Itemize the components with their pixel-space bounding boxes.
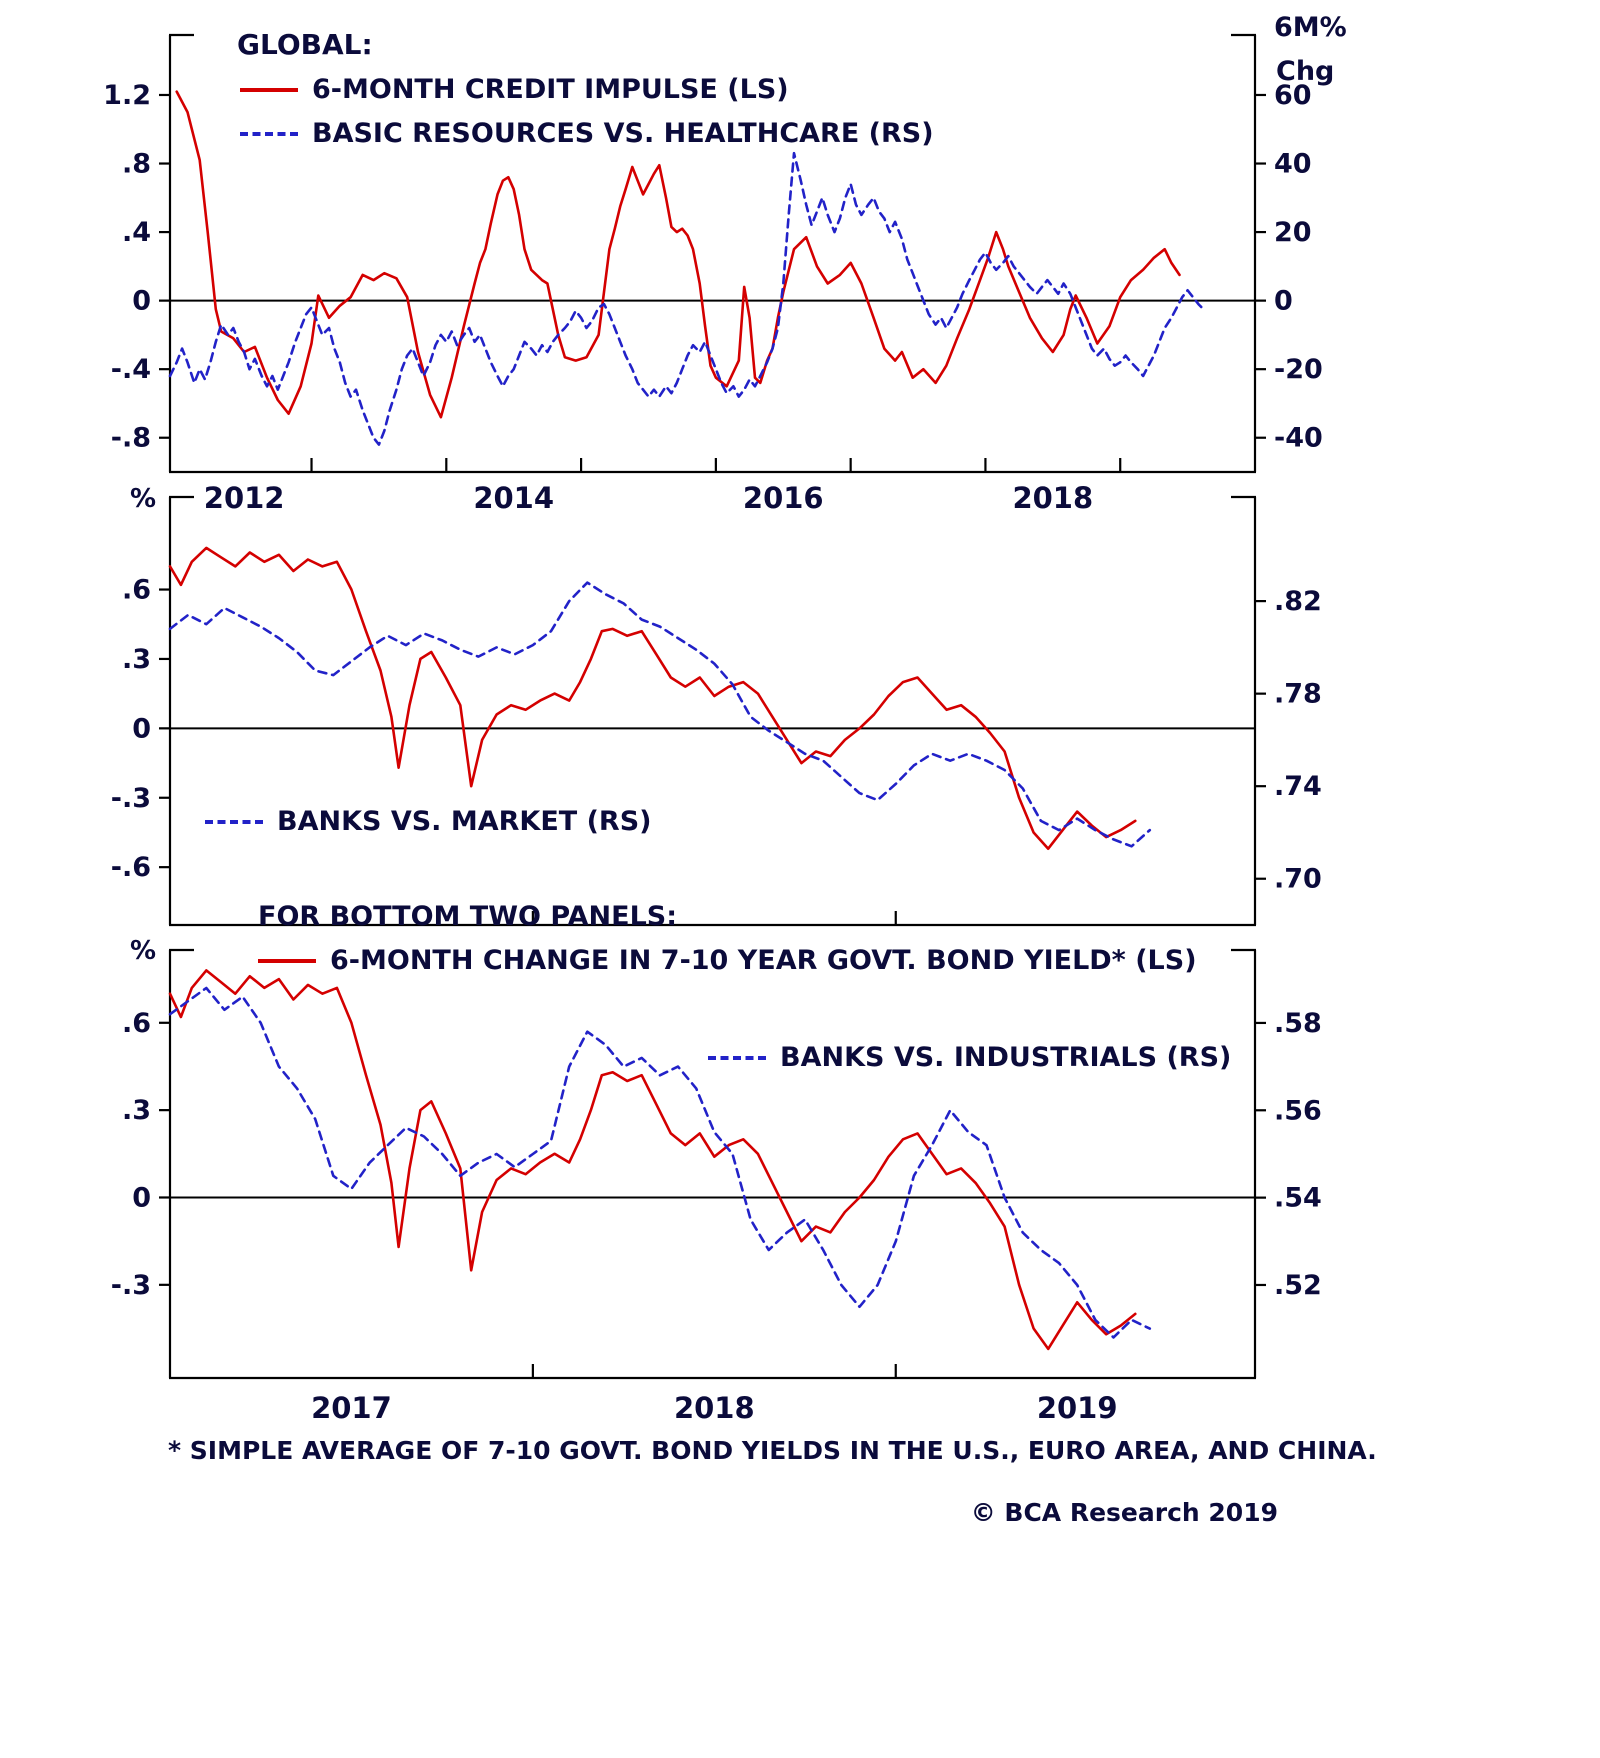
panel1-legend-title: GLOBAL: <box>237 28 373 61</box>
right-tick-label: .78 <box>1274 679 1322 710</box>
panel2-legend-series-label: BANKS VS. MARKET (RS) <box>277 806 652 837</box>
left-tick-label: -.3 <box>111 783 151 814</box>
left-tick-label: -.3 <box>111 1270 151 1301</box>
footnote: * SIMPLE AVERAGE OF 7-10 GOVT. BOND YIEL… <box>168 1436 1377 1465</box>
left-tick-label: -.4 <box>111 354 151 385</box>
left-tick-label: .8 <box>122 149 151 180</box>
left-tick-label: .6 <box>122 575 151 606</box>
left-tick-label: 0 <box>132 1182 151 1213</box>
panel3-red-series-line <box>168 969 1137 1351</box>
panel1-legend-row-basic-resources: BASIC RESOURCES VS. HEALTHCARE (RS) <box>240 118 934 149</box>
panel1-legend-series1-label: 6-MONTH CREDIT IMPULSE (LS) <box>312 74 789 105</box>
x-axis-year-label: 2017 <box>311 1391 392 1425</box>
left-tick-label: .6 <box>122 1008 151 1039</box>
panel3-left-axis-unit-label: % <box>129 936 156 966</box>
panel3-legend-row-banks-vs-industrials: BANKS VS. INDUSTRIALS (RS) <box>708 1042 1231 1073</box>
panel1-right-axis-unit-label-2: Chg <box>1276 56 1335 87</box>
left-tick-label: 0 <box>132 286 151 317</box>
panel2: .6 .3 0 -.3 -.6 .82 .78 .74 .70 <box>111 495 1322 927</box>
left-tick-label: .4 <box>122 217 151 248</box>
panel1: 1.2 .8 .4 0 -.4 -.8 60 40 20 0 -20 -40 2012 2014 2016 2… <box>103 33 1323 515</box>
panel3: .6 .3 0 -.3 .58 .56 .54 .52 2017 2018 2019 <box>111 948 1322 1425</box>
blue-dashed-line-swatch <box>708 1055 766 1060</box>
right-tick-label: 0 <box>1274 286 1293 317</box>
x-axis-year-label: 2012 <box>204 481 285 515</box>
right-tick-label: .74 <box>1274 771 1322 802</box>
panel1-blue-series-line <box>168 151 1207 446</box>
bottom-panels-legend-row-bond-yield: 6-MONTH CHANGE IN 7-10 YEAR GOVT. BOND Y… <box>258 945 1197 976</box>
left-tick-label: 1.2 <box>103 80 151 111</box>
panel2-red-series-line <box>168 546 1137 851</box>
right-tick-label: .54 <box>1274 1183 1322 1214</box>
bottom-legend-series-label: 6-MONTH CHANGE IN 7-10 YEAR GOVT. BOND Y… <box>330 945 1197 976</box>
right-tick-label: -20 <box>1274 354 1323 385</box>
right-tick-label: .82 <box>1274 586 1322 617</box>
x-axis-year-label: 2018 <box>674 1391 755 1425</box>
red-solid-line-swatch <box>240 87 298 92</box>
panel3-blue-series-line <box>168 986 1152 1339</box>
right-tick-label: 40 <box>1274 149 1312 180</box>
panel1-legend-row-credit-impulse: 6-MONTH CREDIT IMPULSE (LS) <box>240 74 789 105</box>
x-axis-year-label: 2016 <box>743 481 824 515</box>
panel2-legend-row-banks-vs-market: BANKS VS. MARKET (RS) <box>205 806 652 837</box>
right-tick-label: 20 <box>1274 217 1312 248</box>
panel1-right-axis-unit-label: 6M% <box>1274 12 1347 43</box>
right-tick-label: .52 <box>1274 1270 1322 1301</box>
left-tick-label: .3 <box>122 644 151 675</box>
copyright: © BCA Research 2019 <box>970 1498 1278 1527</box>
right-tick-label: 60 <box>1274 80 1312 111</box>
right-tick-label: .56 <box>1274 1095 1322 1126</box>
left-tick-label: -.6 <box>111 852 151 883</box>
x-axis-year-label: 2019 <box>1037 1391 1118 1425</box>
panel3-legend-series-label: BANKS VS. INDUSTRIALS (RS) <box>780 1042 1232 1073</box>
panel1-legend-series2-label: BASIC RESOURCES VS. HEALTHCARE (RS) <box>312 118 934 149</box>
right-tick-label: .58 <box>1274 1008 1322 1039</box>
blue-dashed-line-swatch <box>205 819 263 824</box>
panel1-red-series-line <box>175 90 1181 419</box>
blue-dashed-line-swatch <box>240 131 298 136</box>
panel2-left-axis-unit-label: % <box>129 484 156 514</box>
x-axis-year-label: 2014 <box>473 481 554 515</box>
bottom-panels-legend-title: FOR BOTTOM TWO PANELS: <box>258 901 678 932</box>
red-solid-line-swatch <box>258 958 316 963</box>
left-tick-label: .3 <box>122 1095 151 1126</box>
left-tick-label: -.8 <box>111 423 151 454</box>
right-tick-label: .70 <box>1274 864 1322 895</box>
right-tick-label: -40 <box>1274 423 1323 454</box>
x-axis-year-label: 2018 <box>1012 481 1093 515</box>
left-tick-label: 0 <box>132 713 151 744</box>
panel2-blue-series-line <box>168 581 1152 848</box>
